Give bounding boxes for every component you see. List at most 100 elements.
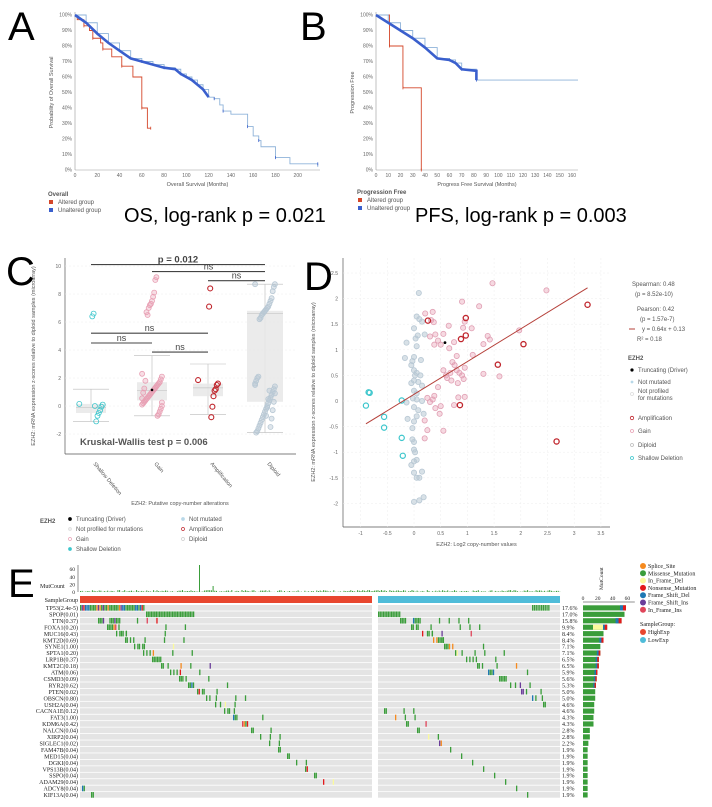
km-curve-altered (75, 14, 151, 129)
data-point (93, 418, 100, 425)
data-point-shallow-deletion (362, 402, 370, 409)
mutation-cell (125, 637, 127, 643)
data-point-diploid (408, 362, 415, 369)
mutation-cell (125, 605, 127, 611)
mutcount-bar (122, 591, 124, 592)
mutation-cell (469, 656, 471, 663)
legend-marker (68, 547, 72, 551)
bar-tick: 40 (610, 596, 616, 602)
mutation-cell (112, 605, 114, 611)
mutation-cell (412, 624, 414, 630)
mutcount-bar (345, 591, 347, 592)
gene-percent: 7.1% (562, 651, 575, 657)
mutation-cell (178, 611, 180, 618)
mutcount-bar (403, 590, 404, 592)
legend-label: Nonsense_Mutation (648, 586, 696, 592)
mutation-cell (216, 688, 218, 695)
mutcount-bar (532, 591, 534, 592)
mutation-cell (251, 727, 253, 734)
mutcount-bar (416, 590, 418, 592)
data-point-gain (424, 427, 431, 434)
y-tick-label: -2 (57, 432, 62, 438)
x-tick-label: Diploid (265, 461, 280, 478)
y-tick-label: 0 (335, 399, 338, 405)
mutation-cell (227, 708, 229, 714)
mutation-cell (102, 605, 104, 611)
mutation-cell (118, 624, 120, 630)
bar-axis-label: MutCount (599, 567, 605, 590)
mutation-cell (118, 605, 121, 611)
mutation-cell (548, 605, 550, 611)
mutation-cell (136, 617, 139, 624)
mutcount-bar (399, 590, 401, 592)
mutcount-bar (229, 591, 231, 592)
y-tick-label: -1.5 (329, 476, 338, 482)
data-point-gain (451, 402, 458, 409)
mutcount-bar-total (583, 773, 588, 779)
mutation-cell (444, 643, 446, 650)
mutation-cell (437, 734, 440, 740)
mutation-cell (183, 637, 185, 643)
mutcount-bar (530, 591, 532, 592)
mutation-cell (470, 630, 472, 637)
mutation-cell (425, 721, 427, 727)
mutcount-bar (557, 590, 559, 592)
mutcount-bar (297, 590, 299, 592)
mutation-cell (201, 688, 204, 695)
mutcount-bar (93, 590, 95, 592)
mutcount-bar (141, 590, 143, 592)
data-point-diploid (412, 372, 419, 379)
mutation-cell (215, 701, 217, 708)
gene-percent: 4.6% (562, 709, 575, 715)
mutcount-bar (445, 591, 447, 592)
row-background (378, 740, 560, 747)
row-background (378, 611, 560, 618)
data-point-shallow-deletion (380, 424, 388, 431)
data-point-gain (461, 393, 468, 400)
mutcount-bar-segment (615, 618, 619, 624)
gene-percent: 8.4% (562, 638, 575, 644)
legend-dot (640, 592, 646, 599)
mutcount-bar (362, 590, 364, 592)
mutation-cell (191, 650, 193, 656)
row-background (80, 688, 372, 695)
gene-percent: 5.0% (562, 690, 575, 696)
mutcount-bar-segment (595, 656, 598, 663)
mutation-cell (484, 650, 486, 656)
row-background (80, 740, 372, 747)
gene-label: KIF13A(0.04) (44, 792, 79, 799)
mutcount-bar (241, 590, 243, 592)
mutation-cell (403, 617, 405, 624)
mutation-cell (525, 688, 528, 695)
mutcount-bar (404, 590, 406, 592)
row-background (80, 727, 372, 734)
gene-label: ATM(0.06) (51, 670, 78, 677)
correlation-stat: y = 0.64x + 0.13 (642, 327, 686, 333)
row-background (378, 792, 560, 798)
mutation-cell (143, 643, 146, 650)
y-tick-label: 100% (59, 13, 72, 19)
mutation-cell (323, 779, 325, 785)
mutation-cell (152, 656, 154, 663)
mutation-cell (168, 611, 170, 618)
row-background (378, 701, 560, 708)
legend-label: HighExp (648, 630, 670, 636)
samplegroup-label: SampleGroup (45, 598, 78, 604)
mutcount-bar (284, 591, 285, 592)
x-tick-label: 150 (555, 173, 564, 179)
mutcount-bar (358, 590, 360, 592)
box (247, 310, 283, 402)
x-tick-label: 110 (507, 173, 515, 179)
mutcount-bar (528, 591, 530, 592)
truncating-point (443, 341, 447, 345)
mutation-cell (154, 611, 156, 618)
data-point-gain (446, 345, 453, 352)
legend-label: LowExp (648, 638, 669, 644)
mutation-cell (438, 617, 441, 624)
x-tick-label: 1.5 (491, 531, 498, 537)
mutcount-bar (340, 591, 342, 592)
mutcount-bar (540, 590, 542, 592)
y-tick-label: 60% (363, 75, 374, 81)
gene-percent: 9.9% (562, 625, 575, 631)
mutation-cell (414, 617, 416, 624)
